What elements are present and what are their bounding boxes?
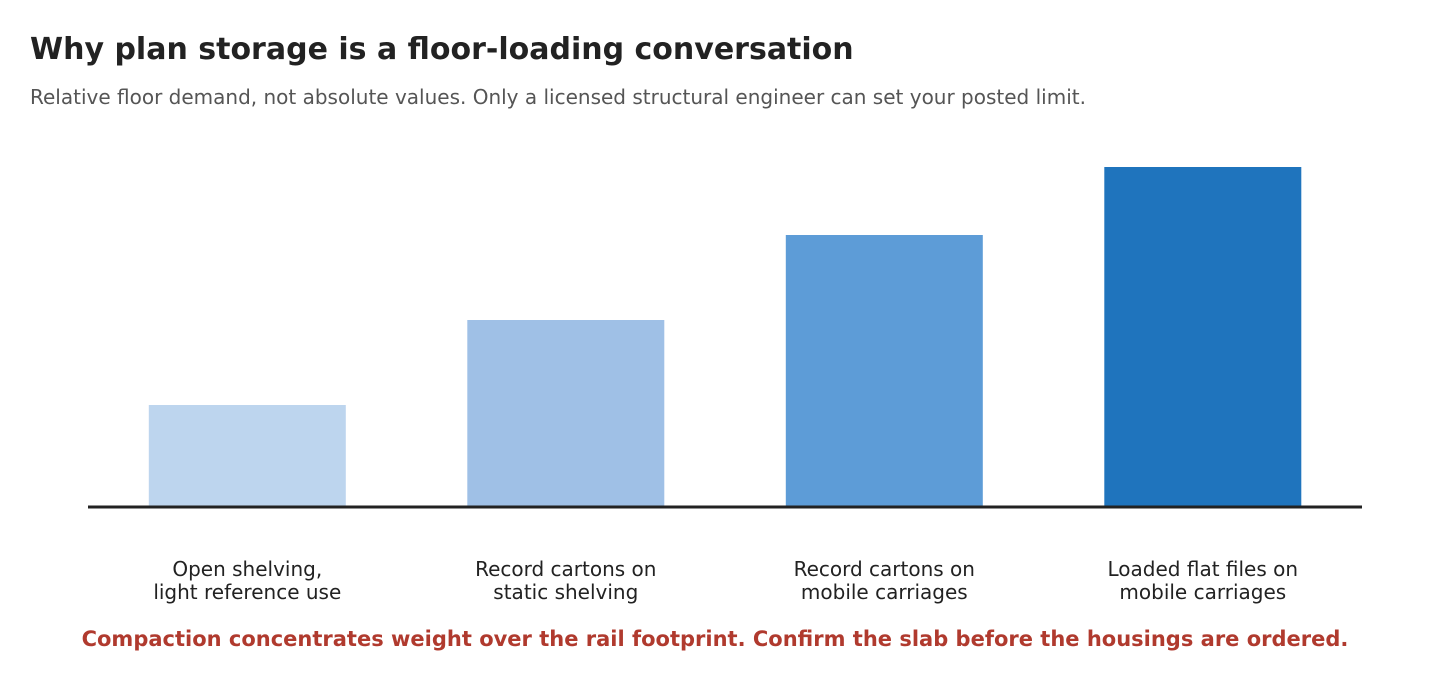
category-label-2: Record cartons on static shelving [475,557,656,604]
bar-3 [785,235,983,507]
category-labels-group: Open shelving, light reference use Record … [153,557,1298,604]
bar-2 [467,320,665,507]
bar-4 [1104,167,1302,507]
category-label-4: Loaded flat files on mobile carriages [1108,557,1299,604]
category-label-1: Open shelving, light reference use [153,557,341,604]
chart-subtitle: Relative floor demand, not absolute valu… [30,85,1086,109]
category-label-3: Record cartons on mobile carriages [794,557,975,604]
bars-group [148,167,1302,507]
bar-1 [148,405,346,507]
chart-title: Why plan storage is a floor-loading conv… [30,32,854,67]
chart-footnote: Compaction concentrates weight over the … [81,627,1349,651]
